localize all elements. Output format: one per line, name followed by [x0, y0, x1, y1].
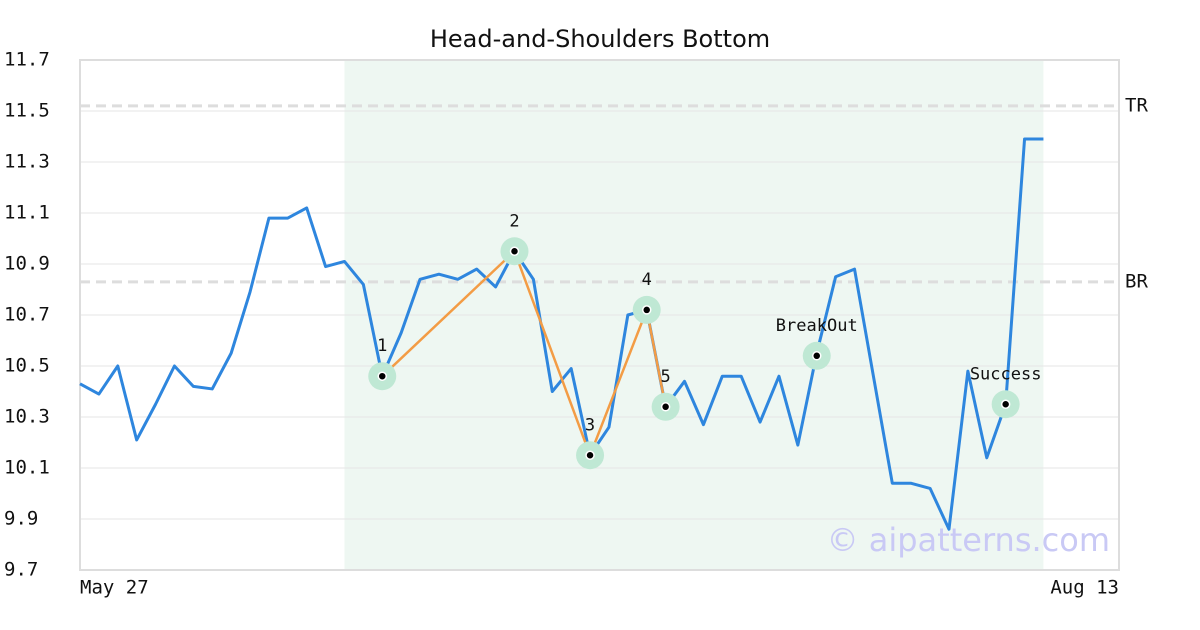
- point-label: 3: [585, 415, 595, 435]
- y-tick-label: 11.5: [4, 100, 50, 122]
- point-label: BreakOut: [776, 316, 858, 336]
- point-label: Success: [970, 364, 1042, 384]
- y-tick-label: 10.9: [4, 253, 50, 275]
- point-label: 4: [642, 270, 652, 290]
- reference-label: BR: [1125, 270, 1148, 292]
- x-tick-label: May 27: [80, 577, 149, 599]
- point-label: 5: [660, 367, 670, 387]
- chart-title: Head-and-Shoulders Bottom: [430, 25, 770, 53]
- y-tick-label: 11.1: [4, 202, 50, 224]
- y-tick-label: 10.1: [4, 457, 50, 479]
- y-tick-label: 10.7: [4, 304, 50, 326]
- point-dot: [509, 246, 520, 256]
- watermark: © aipatterns.com: [827, 521, 1110, 559]
- point-dot: [377, 371, 388, 381]
- y-tick-label: 10.5: [4, 355, 50, 377]
- y-tick-label: 9.7: [4, 559, 38, 581]
- y-tick-label: 10.3: [4, 406, 50, 428]
- y-tick-label: 11.3: [4, 151, 50, 173]
- reference-label: TR: [1125, 94, 1148, 116]
- point-dot: [660, 402, 671, 412]
- y-tick-label: 9.9: [4, 508, 38, 530]
- point-label: 2: [509, 211, 519, 231]
- x-tick-label: Aug 13: [1050, 577, 1119, 599]
- plot-frame: [79, 59, 1120, 571]
- point-dot: [1000, 399, 1011, 409]
- point-dot: [585, 450, 595, 460]
- y-tick-label: 11.7: [4, 49, 50, 71]
- point-dot: [641, 305, 652, 315]
- point-dot: [811, 351, 822, 361]
- point-label: 1: [377, 336, 387, 356]
